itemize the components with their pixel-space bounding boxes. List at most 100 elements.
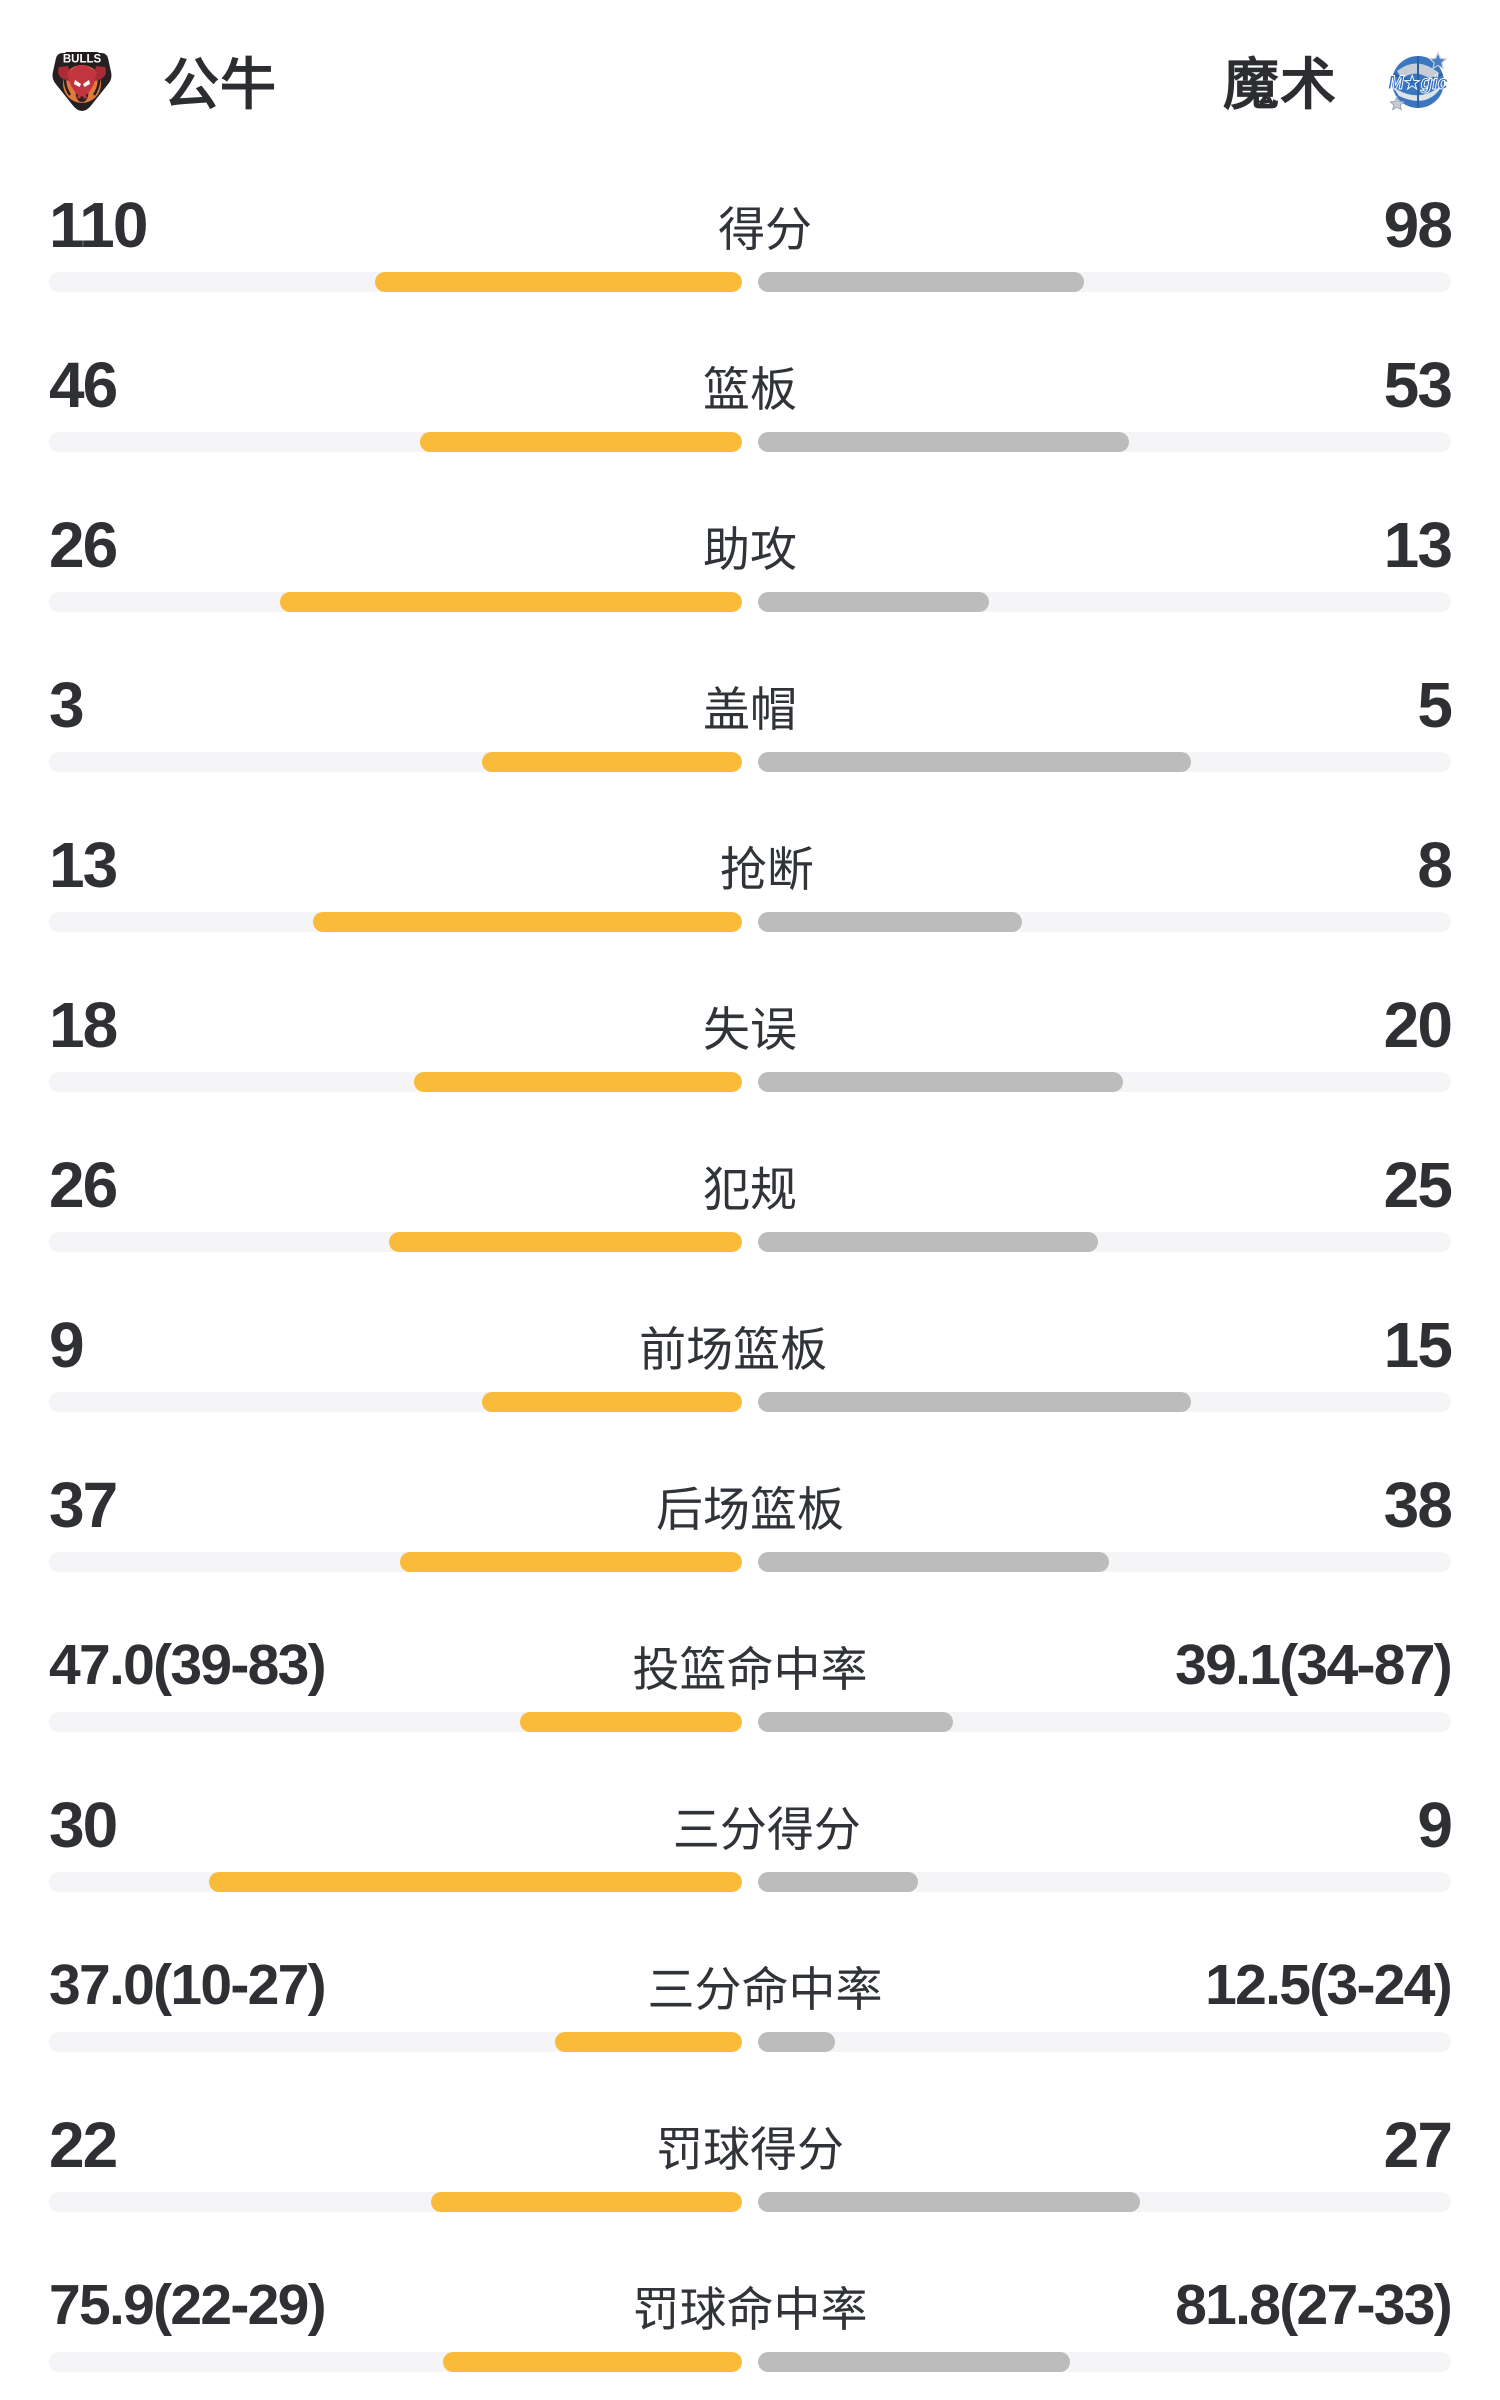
- stat-label: 三分得分: [672, 1802, 861, 1856]
- home-bar-fill: [279, 592, 742, 612]
- away-bar-fill: [758, 432, 1129, 452]
- away-bar-track: [758, 1552, 1451, 1572]
- stat-row: 22 罚球得分 27: [0, 2065, 1500, 2225]
- stat-row: 47.0(39-83) 投篮命中率 39.1(34-87): [0, 1585, 1500, 1745]
- home-bar-track: [49, 1392, 742, 1412]
- stat-label: 失误: [703, 1002, 797, 1056]
- home-bar-track: [49, 1712, 742, 1732]
- away-bar-track: [758, 2032, 1451, 2052]
- home-stat-value: 30: [49, 1789, 118, 1861]
- home-bar-fill: [313, 912, 742, 932]
- home-bar-track: [49, 2032, 742, 2052]
- stat-row: 30 三分得分 9: [0, 1745, 1500, 1905]
- away-bar-track: [758, 1712, 1451, 1732]
- home-bar-track: [49, 2352, 742, 2372]
- away-bar-fill: [758, 912, 1023, 932]
- away-bar-fill: [758, 1232, 1098, 1252]
- magic-logo-icon: M★gic: [1387, 51, 1449, 111]
- home-bar-track: [49, 912, 742, 932]
- home-bar-track: [49, 1872, 742, 1892]
- home-bar-track: [49, 1552, 742, 1572]
- home-stat-value: 18: [49, 989, 118, 1061]
- home-bar-fill: [419, 432, 742, 452]
- away-bar-track: [758, 1072, 1451, 1092]
- away-stat-value: 39.1(34-87): [1175, 1633, 1453, 1697]
- away-stat-value: 20: [1383, 989, 1453, 1061]
- stat-label: 犯规: [703, 1162, 797, 1216]
- stat-row: 26 助攻 13: [0, 465, 1500, 625]
- bulls-logo-icon: BULLS: [52, 52, 112, 111]
- away-bar-track: [758, 432, 1451, 452]
- home-bar-track: [49, 432, 742, 452]
- away-bar-fill: [758, 2032, 835, 2052]
- stat-label: 抢断: [719, 842, 814, 896]
- home-stat-value: 37.0(10-27): [49, 1953, 327, 2017]
- home-stat-value: 13: [49, 829, 118, 901]
- home-team-header[interactable]: BULLS 公牛: [49, 47, 277, 116]
- home-bar-fill: [554, 2032, 742, 2052]
- away-bar-track: [758, 1392, 1451, 1412]
- away-bar-fill: [758, 2352, 1070, 2372]
- home-bar-track: [49, 272, 742, 292]
- stat-row: 26 犯规 25: [0, 1105, 1500, 1265]
- away-stat-value: 38: [1383, 1469, 1453, 1541]
- stat-row: 9 前场篮板 15: [0, 1265, 1500, 1425]
- home-bar-fill: [400, 1552, 742, 1572]
- stat-row: 110 得分 98: [0, 145, 1500, 305]
- stat-label: 前场篮板: [639, 1322, 828, 1376]
- away-bar-track: [758, 592, 1451, 612]
- stats-list: 110 得分 98 46 篮板 53: [0, 145, 1500, 2385]
- stat-label: 盖帽: [703, 682, 797, 736]
- away-bar-fill: [758, 592, 989, 612]
- stat-label: 投篮命中率: [632, 1642, 868, 1696]
- match-header: BULLS 公牛 M★gic 魔术: [49, 47, 1451, 116]
- home-bar-track: [49, 752, 742, 772]
- away-bar-track: [758, 912, 1451, 932]
- stat-row: 13 抢断 8: [0, 785, 1500, 945]
- away-stat-value: 15: [1383, 1309, 1453, 1381]
- away-stat-value: 13: [1383, 509, 1453, 581]
- home-stat-value: 3: [49, 669, 85, 741]
- stat-row: 18 失误 20: [0, 945, 1500, 1105]
- away-bar-track: [758, 272, 1451, 292]
- away-bar-fill: [758, 1712, 953, 1732]
- home-bar-track: [49, 1072, 742, 1092]
- home-bar-fill: [388, 1232, 742, 1252]
- away-team-header[interactable]: M★gic 魔术: [1223, 47, 1451, 116]
- home-stat-value: 110: [49, 189, 148, 261]
- away-bar-fill: [758, 272, 1085, 292]
- away-bar-fill: [758, 1552, 1110, 1572]
- away-bar-fill: [758, 1872, 919, 1892]
- home-stat-value: 26: [49, 509, 118, 581]
- away-stat-value: 5: [1417, 669, 1453, 741]
- stat-row: 37.0(10-27) 三分命中率 12.5(3-24): [0, 1905, 1500, 2065]
- stat-label: 得分: [718, 202, 813, 256]
- stat-row: 46 篮板 53: [0, 305, 1500, 465]
- home-bar-fill: [482, 1392, 742, 1412]
- stat-label: 后场篮板: [656, 1482, 844, 1536]
- away-bar-track: [758, 752, 1451, 772]
- away-team-name: 魔术: [1223, 52, 1337, 116]
- home-bar-fill: [482, 752, 742, 772]
- home-bar-fill: [430, 2192, 742, 2212]
- away-stat-value: 27: [1383, 2109, 1453, 2181]
- away-bar-track: [758, 1232, 1451, 1252]
- home-stat-value: 26: [49, 1149, 118, 1221]
- home-bar-fill: [443, 2352, 742, 2372]
- away-bar-fill: [758, 2192, 1140, 2212]
- svg-text:BULLS: BULLS: [63, 54, 102, 66]
- home-bar-fill: [413, 1072, 742, 1092]
- svg-text:M★gic: M★gic: [1388, 73, 1449, 94]
- away-bar-track: [758, 2352, 1451, 2372]
- home-bar-track: [49, 2192, 742, 2212]
- home-bar-fill: [209, 1872, 742, 1892]
- away-bar-fill: [758, 1072, 1123, 1092]
- away-stat-value: 8: [1417, 829, 1453, 901]
- away-stat-value: 98: [1383, 189, 1453, 261]
- home-bar-fill: [375, 272, 742, 292]
- away-bar-track: [758, 1872, 1451, 1892]
- stat-row: 75.9(22-29) 罚球命中率 81.8(27-33): [0, 2225, 1500, 2385]
- stat-label: 罚球命中率: [632, 2282, 868, 2336]
- stat-row: 37 后场篮板 38: [0, 1425, 1500, 1585]
- home-stat-value: 37: [49, 1469, 118, 1541]
